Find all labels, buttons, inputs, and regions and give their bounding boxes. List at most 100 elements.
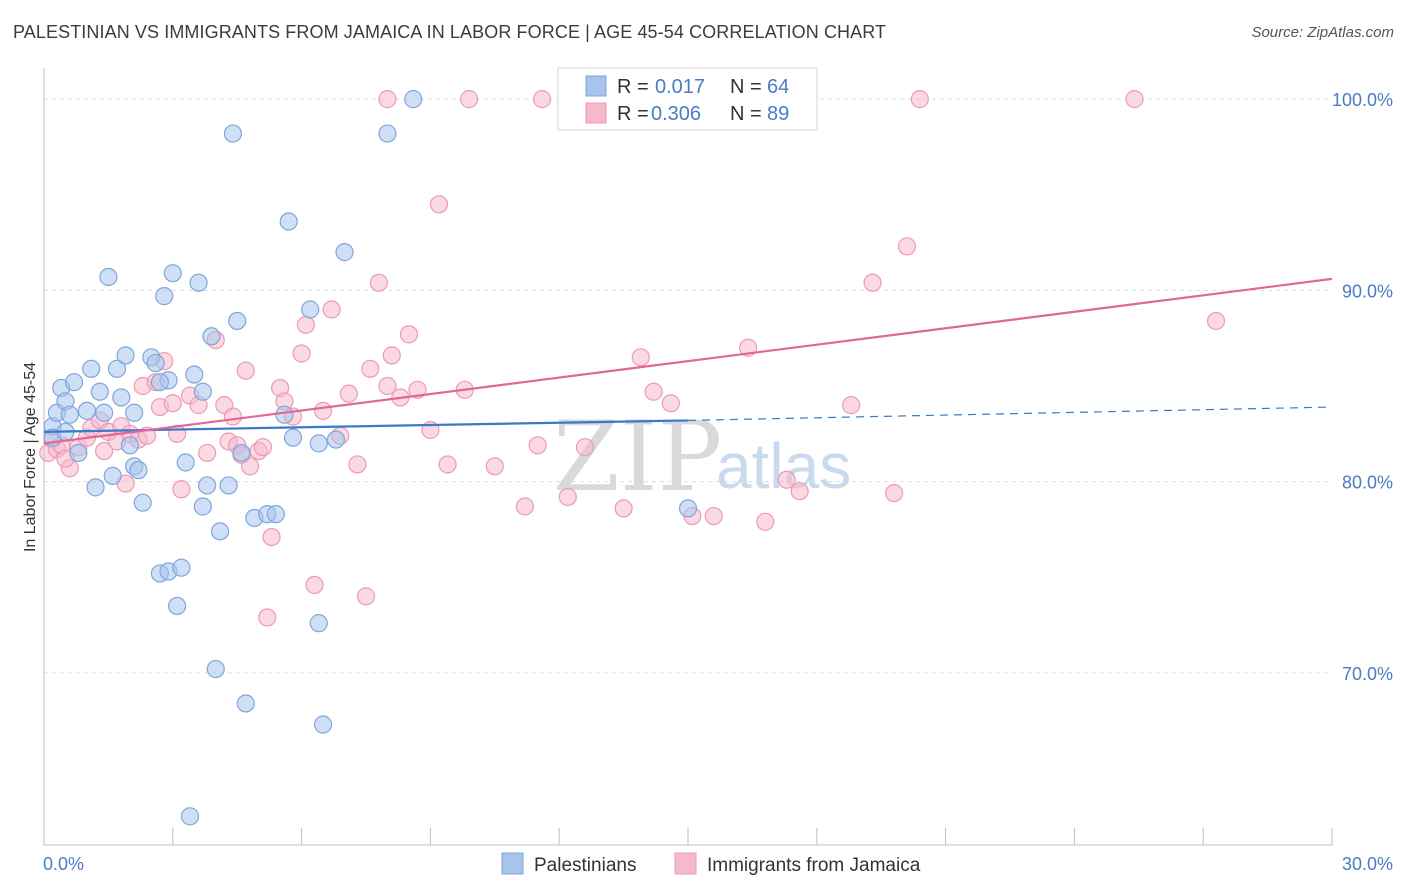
data-point-jamaica: [575, 438, 595, 457]
data-point-jamaica: [485, 457, 504, 476]
data-point-palestinians: [82, 359, 101, 378]
data-point-jamaica: [253, 438, 273, 457]
data-point-palestinians: [206, 659, 225, 679]
data-point-jamaica: [339, 384, 358, 403]
data-point-palestinians: [69, 443, 88, 463]
data-point-jamaica: [369, 273, 388, 292]
data-point-jamaica: [1125, 90, 1144, 109]
trend-line-jamaica: [43, 277, 1333, 445]
data-point-palestinians: [266, 505, 285, 524]
data-point-palestinians: [283, 428, 303, 447]
data-point-palestinians: [210, 522, 230, 541]
data-point-palestinians: [150, 373, 170, 392]
data-point-jamaica: [292, 344, 311, 363]
data-point-palestinians: [301, 300, 320, 319]
x-tick-label-min: 0.0%: [43, 854, 84, 874]
data-point-palestinians: [176, 453, 195, 472]
chart-title: PALESTINIAN VS IMMIGRANTS FROM JAMAICA I…: [13, 22, 887, 42]
data-point-palestinians: [116, 346, 135, 365]
data-point-palestinians: [120, 436, 139, 455]
legend-n-value: 89: [767, 103, 789, 125]
data-point-palestinians: [193, 497, 212, 516]
trend-line-palestinians-projection: [687, 406, 1333, 422]
y-tick-label: 90.0%: [1342, 281, 1393, 301]
legend-n-value: 64: [767, 76, 789, 98]
bottom-legend-swatch-jamaica: [674, 852, 697, 875]
data-point-jamaica: [614, 499, 633, 518]
data-point-jamaica: [790, 482, 809, 501]
legend-n-label: N =: [730, 76, 762, 98]
data-point-palestinians: [678, 499, 698, 518]
x-tick-label-max: 30.0%: [1342, 854, 1393, 874]
data-point-palestinians: [90, 382, 109, 401]
data-point-palestinians: [167, 596, 187, 616]
data-point-jamaica: [322, 300, 341, 319]
series-legend: Palestinians Immigrants from Jamaica: [501, 852, 921, 876]
data-point-palestinians: [125, 403, 144, 422]
data-point-jamaica: [515, 497, 534, 516]
data-point-palestinians: [223, 124, 243, 143]
data-point-palestinians: [404, 90, 423, 109]
data-point-palestinians: [99, 267, 118, 287]
correlation-legend: R = 0.017 N = 64 R = 0.306 N = 89: [557, 67, 818, 131]
bottom-legend-label-jamaica: Immigrants from Jamaica: [707, 855, 921, 876]
data-point-palestinians: [378, 124, 397, 143]
data-point-palestinians: [60, 405, 79, 424]
data-point-jamaica: [1206, 311, 1226, 331]
y-tick-labels: 70.0% 80.0% 90.0% 100.0%: [1332, 90, 1393, 684]
trend-lines: [43, 277, 1333, 445]
legend-r-value: 0.306: [651, 103, 701, 125]
data-point-palestinians: [180, 807, 200, 826]
chart-source: Source: ZipAtlas.com: [1251, 24, 1394, 41]
bottom-legend-swatch-palestinians: [501, 852, 524, 875]
legend-r-value: 0.017: [655, 76, 705, 98]
data-point-jamaica: [532, 90, 552, 109]
data-point-jamaica: [262, 527, 281, 547]
grid-lines: [44, 98, 1332, 674]
data-point-palestinians: [309, 614, 328, 633]
data-point-palestinians: [189, 273, 208, 292]
data-point-palestinians: [172, 558, 191, 577]
data-point-jamaica: [313, 401, 333, 420]
watermark-zip: ZIP: [553, 401, 722, 513]
data-point-palestinians: [198, 476, 217, 495]
data-point-jamaica: [236, 361, 255, 380]
watermark-atlas: atlas: [716, 430, 851, 502]
data-point-jamaica: [863, 273, 882, 292]
data-point-jamaica: [399, 325, 419, 344]
legend-n-label: N =: [730, 103, 762, 125]
data-point-jamaica: [704, 506, 723, 526]
data-point-jamaica: [198, 443, 217, 463]
data-point-jamaica: [163, 394, 182, 413]
y-axis-label: In Labor Force | Age 45-54: [22, 362, 39, 552]
watermark: ZIP atlas: [553, 401, 851, 513]
data-point-jamaica: [95, 441, 114, 461]
data-point-jamaica: [631, 348, 650, 367]
data-point-jamaica: [348, 455, 367, 474]
data-point-jamaica: [528, 436, 547, 455]
data-point-palestinians: [228, 311, 247, 331]
data-point-palestinians: [163, 264, 182, 283]
data-point-jamaica: [240, 457, 260, 476]
data-point-palestinians: [219, 476, 238, 495]
data-point-palestinians: [202, 327, 221, 346]
data-point-palestinians: [107, 359, 127, 378]
data-point-jamaica: [777, 470, 796, 489]
data-point-palestinians: [146, 353, 165, 373]
data-point-palestinians: [326, 430, 346, 449]
data-point-jamaica: [910, 90, 929, 109]
data-point-jamaica: [356, 587, 376, 606]
data-point-palestinians: [103, 466, 122, 485]
y-tick-label: 80.0%: [1342, 473, 1393, 493]
data-point-jamaica: [644, 382, 663, 401]
legend-r-label: R =: [617, 76, 649, 98]
data-point-jamaica: [438, 455, 457, 474]
data-point-jamaica: [305, 575, 324, 595]
data-point-palestinians: [133, 493, 152, 512]
data-point-palestinians: [112, 388, 131, 407]
data-point-jamaica: [378, 376, 397, 396]
data-point-jamaica: [223, 407, 243, 426]
data-point-jamaica: [558, 487, 577, 507]
data-point-jamaica: [884, 484, 904, 503]
